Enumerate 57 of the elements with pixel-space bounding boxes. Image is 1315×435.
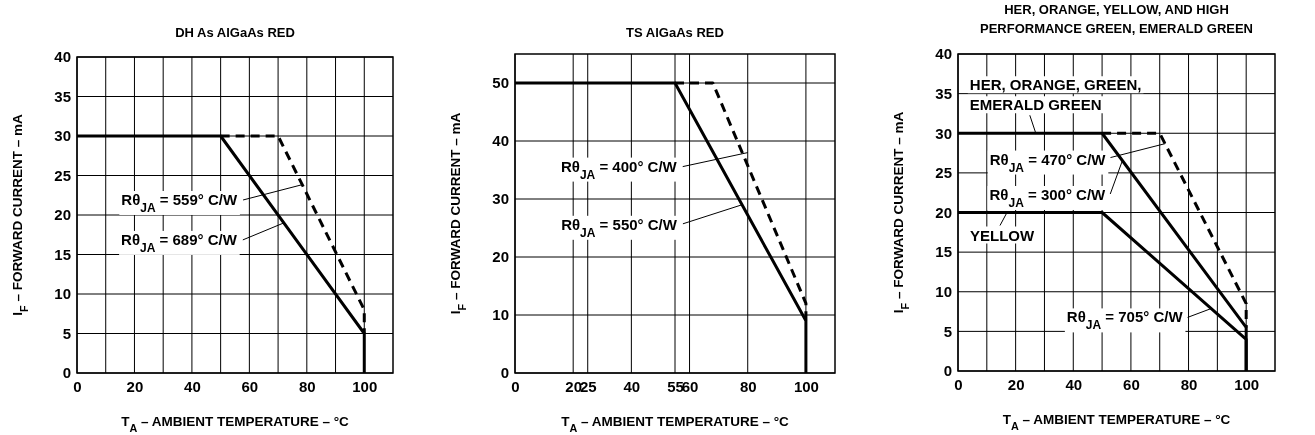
x-tick-label: 100 <box>1234 375 1260 393</box>
x-tick-label: 0 <box>954 375 963 393</box>
x-tick-label: 80 <box>298 377 316 395</box>
y-tick-label: 40 <box>492 132 509 150</box>
y-tick-label: 5 <box>62 324 71 342</box>
x-tick-label: 100 <box>352 377 378 395</box>
x-tick-label: 60 <box>681 377 699 395</box>
y-tick-label: 15 <box>935 243 952 261</box>
y-tick-label: 40 <box>54 48 71 66</box>
annotation: Rθ$_{JA}$ = 470° C/W <box>989 150 1107 175</box>
chart-title: TS AlGaAs RED <box>626 25 724 40</box>
annotation: Rθ$_{JA}$ = 550° C/W <box>561 215 678 240</box>
y-tick-label: 15 <box>54 245 71 263</box>
annotation: Rθ$_{JA}$ = 300° C/W <box>989 185 1107 210</box>
y-tick-label: 5 <box>943 322 952 340</box>
y-tick-label: 0 <box>943 362 952 380</box>
annotation: Rθ$_{JA}$ = 689° C/W <box>121 230 238 255</box>
y-tick-label: 25 <box>54 166 71 184</box>
x-axis-title: T$_{A}$ – AMBIENT TEMPERATURE – °C <box>121 414 350 434</box>
annotation: Rθ$_{JA}$ = 559° C/W <box>121 190 238 215</box>
y-tick-label: 10 <box>54 285 71 303</box>
x-tick-label: 60 <box>1123 375 1140 393</box>
x-tick-label: 0 <box>73 377 82 395</box>
annotation: Rθ$_{JA}$ = 400° C/W <box>560 157 678 182</box>
chart-title: DH As AlGaAs RED <box>175 25 295 40</box>
annotation: Rθ$_{JA}$ = 705° C/W <box>1066 308 1184 333</box>
x-tick-label: 40 <box>184 377 201 395</box>
y-tick-label: 0 <box>62 364 71 382</box>
annotation: HER, ORANGE, GREEN, EMERALD GREEN <box>969 76 1142 114</box>
chart-title: HER, ORANGE, YELLOW, AND HIGH PERFORMANCE GREEN, EMERALD GREEN <box>979 2 1254 36</box>
y-tick-label: 25 <box>935 164 952 182</box>
y-tick-label: 30 <box>935 124 952 142</box>
y-tick-label: 40 <box>935 45 952 63</box>
y-tick-label: 35 <box>54 87 71 105</box>
y-tick-label: 50 <box>492 74 509 92</box>
x-tick-label: 20 <box>1007 375 1025 393</box>
x-tick-label: 40 <box>1065 375 1083 393</box>
y-tick-label: 20 <box>54 206 71 224</box>
x-tick-label: 80 <box>1180 375 1198 393</box>
y-tick-label: 0 <box>500 364 509 382</box>
x-tick-label: 55 <box>667 377 684 395</box>
y-tick-label: 30 <box>492 190 509 208</box>
x-axis-title: T$_{A}$ – AMBIENT TEMPERATURE – °C <box>561 414 790 434</box>
x-tick-label: 20 <box>126 377 144 395</box>
x-axis-title: T$_{A}$ – AMBIENT TEMPERATURE – °C <box>1002 412 1231 432</box>
y-tick-label: 10 <box>935 283 952 301</box>
x-tick-label: 0 <box>511 377 520 395</box>
y-tick-label: 30 <box>54 127 71 145</box>
y-tick-label: 10 <box>492 306 509 324</box>
y-tick-label: 20 <box>492 248 509 266</box>
annotation: YELLOW <box>969 226 1035 244</box>
x-tick-label: 40 <box>623 377 641 395</box>
x-tick-label: 80 <box>739 377 757 395</box>
y-tick-label: 20 <box>935 203 952 221</box>
x-tick-label: 60 <box>241 377 259 395</box>
x-tick-label: 100 <box>793 377 819 395</box>
y-tick-label: 35 <box>935 84 952 102</box>
